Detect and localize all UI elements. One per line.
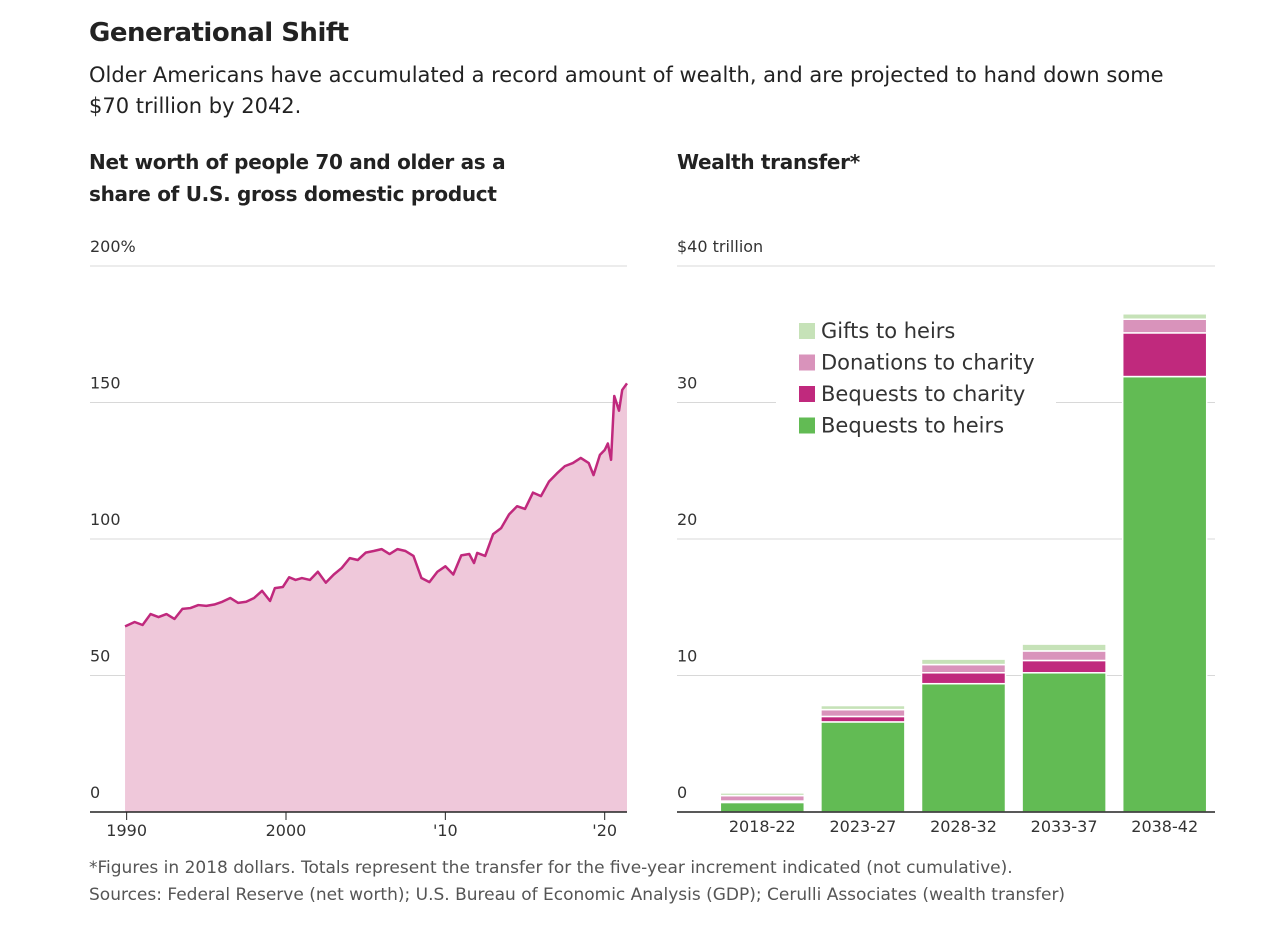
chart-title: Wealth transfer* [677,150,860,174]
y-tick-label: 200% [90,237,136,256]
y-tick-label: 10 [677,647,697,666]
bar-segment [820,708,906,718]
legend-label: Bequests to heirs [821,414,1004,438]
bar-segment [920,682,1007,813]
x-tick-label: '10 [433,821,458,840]
bar-segment [1021,672,1107,813]
legend-swatch [799,417,815,434]
bar-segment [719,794,806,802]
x-tick-label: '20 [592,821,617,840]
bar-segment [1121,375,1208,813]
bar-segment [820,721,906,813]
legend-swatch [799,386,815,402]
bar-segment [820,704,906,711]
y-tick-label: 30 [677,374,697,393]
y-tick-label: 50 [90,647,110,666]
legend-label: Gifts to heirs [821,319,955,343]
x-tick-label: 2028-32 [930,817,997,836]
legend-swatch [799,323,815,339]
x-tick-label: 2033-37 [1031,817,1098,836]
legend-label: Donations to charity [821,351,1035,375]
line [124,382,629,628]
bar-segment [820,715,906,723]
y-tick-label: 100 [90,510,121,529]
bar-segment [920,658,1007,666]
footnote: *Figures in 2018 dollars. Totals represe… [89,858,1013,878]
x-tick-label: 2018-22 [729,817,796,836]
chart-title: Net worth of people 70 and older as a sh… [89,150,506,206]
area [125,383,627,812]
x-tick-label: 1990 [106,821,147,840]
legend-label: Bequests to charity [821,382,1025,406]
x-tick-label: 2023-27 [829,817,896,836]
title: Generational Shift [89,18,349,48]
y-tick-label: 20 [677,510,697,529]
bar-segment [920,663,1007,674]
y-tick-label: 0 [90,783,100,802]
bar-segment [1121,332,1208,378]
bar-segment [920,672,1007,685]
bar-segment [1121,318,1208,334]
bar-segment [719,801,806,813]
x-tick-label: 2038-42 [1131,817,1198,836]
bar-segment [1021,659,1107,674]
subtitle: Older Americans have accumulated a recor… [89,63,1164,118]
bar-segment [1021,643,1107,652]
legend-box [776,313,1056,440]
y-tick-label: 0 [677,783,687,802]
legend-swatch [799,354,815,371]
source: Sources: Federal Reserve (net worth); U.… [89,885,1066,905]
x-tick-label: 2000 [266,821,307,840]
y-tick-label: 150 [90,374,121,393]
y-tick-label: $40 trillion [677,237,763,256]
bar-segment [1121,313,1208,320]
bar-segment [719,792,806,797]
bar-segment [1021,650,1107,662]
